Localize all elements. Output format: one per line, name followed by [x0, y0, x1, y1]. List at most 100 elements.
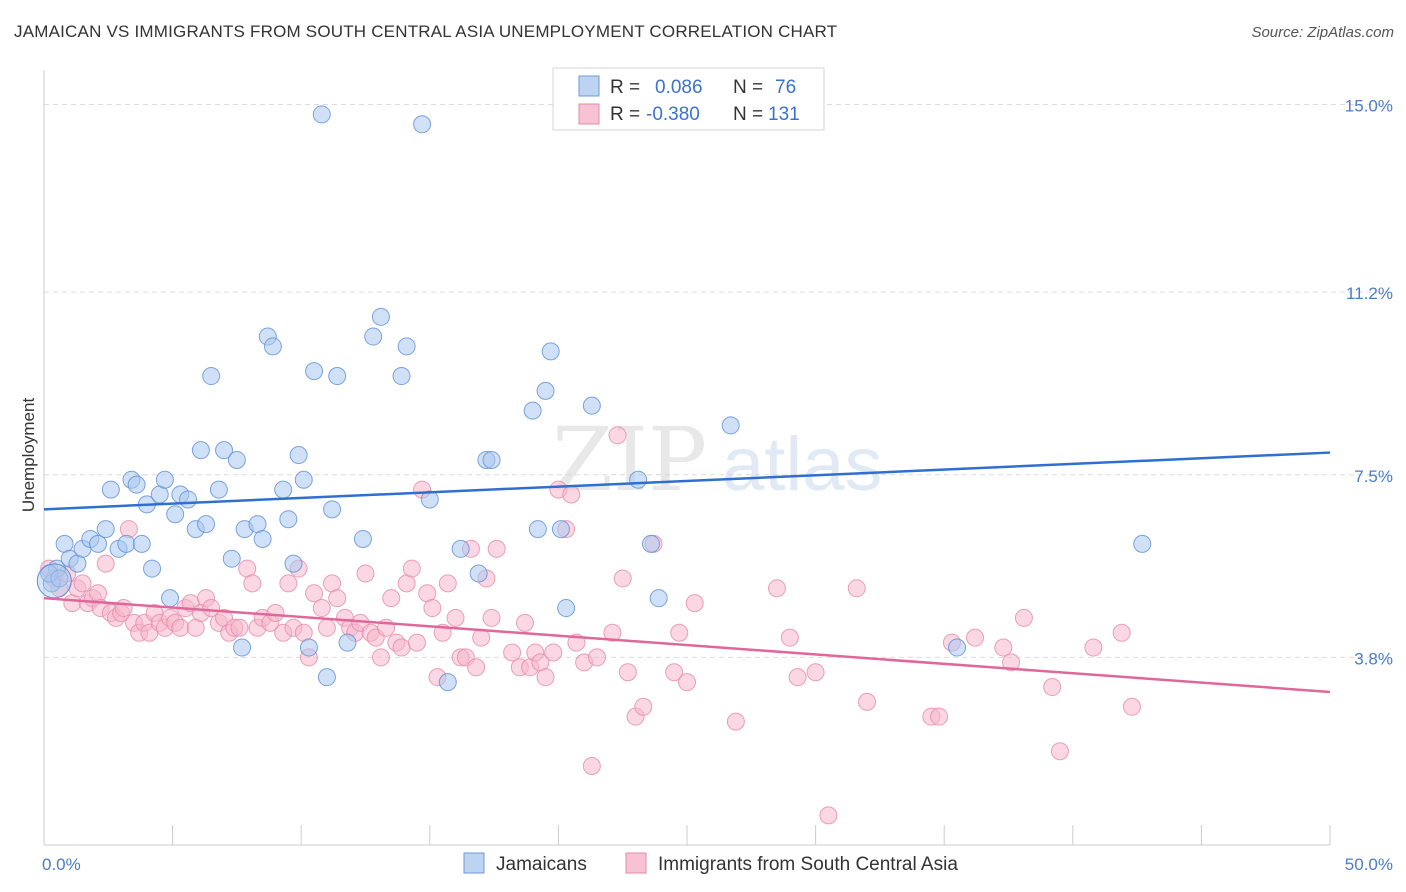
series-legend: Jamaicans Immigrants from South Central … — [463, 852, 958, 875]
data-point-immigrants — [1043, 678, 1062, 697]
svg-text:atlas: atlas — [722, 422, 883, 507]
data-point-immigrants — [1084, 638, 1103, 657]
data-point-immigrants — [768, 579, 787, 598]
data-point-immigrants — [544, 643, 563, 662]
data-point-jamaicans — [338, 633, 357, 652]
data-point-jamaicans — [528, 520, 547, 539]
data-point-jamaicans — [263, 337, 282, 356]
data-point-jamaicans — [233, 638, 252, 657]
trend-line-immigrants — [43, 596, 1331, 694]
data-point-jamaicans — [523, 401, 542, 420]
data-point-immigrants — [1002, 653, 1021, 672]
data-point-jamaicans — [371, 307, 390, 326]
data-point-jamaicans — [299, 638, 318, 657]
axes — [43, 70, 1331, 846]
data-point-immigrants — [582, 757, 601, 776]
data-point-immigrants — [202, 599, 221, 618]
data-point-jamaicans — [101, 480, 120, 499]
data-point-jamaicans — [948, 638, 967, 657]
data-point-jamaicans — [312, 105, 331, 124]
data-point-immigrants — [665, 663, 684, 682]
data-point-jamaicans — [721, 416, 740, 435]
data-point-immigrants — [402, 559, 421, 578]
data-point-immigrants — [562, 485, 581, 504]
data-point-jamaicans — [127, 475, 146, 494]
data-point-immigrants — [114, 599, 133, 618]
data-point-jamaicans — [155, 470, 174, 489]
data-point-jamaicans — [582, 396, 601, 415]
data-point-immigrants — [73, 574, 92, 593]
data-point-jamaicans — [551, 520, 570, 539]
y-tick-label: 11.2% — [1346, 284, 1393, 303]
data-point-immigrants — [392, 638, 411, 657]
source-label: Source: ZipAtlas.com — [1251, 24, 1394, 41]
data-point-immigrants — [1122, 697, 1141, 716]
data-point-jamaicans — [191, 441, 210, 460]
data-point-immigrants — [603, 623, 622, 642]
data-point-jamaicans — [629, 470, 648, 489]
data-point-immigrants — [119, 520, 138, 539]
data-point-jamaicans — [132, 534, 151, 553]
bottom-legend-immigrants: Immigrants from South Central Asia — [658, 854, 958, 875]
legend-r-value-2: -0.380 — [646, 104, 700, 125]
legend-r-label-2: R = — [610, 104, 640, 125]
data-point-immigrants — [685, 594, 704, 613]
data-point-immigrants — [423, 599, 442, 618]
chart-title: JAMAICAN VS IMMIGRANTS FROM SOUTH CENTRA… — [14, 22, 838, 41]
data-point-immigrants — [503, 643, 522, 662]
data-point-jamaicans — [294, 470, 313, 489]
data-point-immigrants — [171, 618, 190, 637]
data-point-immigrants — [487, 539, 506, 558]
data-point-jamaicans — [536, 381, 555, 400]
bottom-legend-jamaicans: Jamaicans — [496, 854, 587, 875]
data-point-immigrants — [1014, 608, 1033, 627]
data-point-immigrants — [243, 574, 262, 593]
data-point-jamaicans — [284, 554, 303, 573]
data-point-jamaicans — [289, 446, 308, 465]
data-point-jamaicans-cluster — [36, 563, 72, 599]
data-point-immigrants — [1050, 742, 1069, 761]
data-point-jamaicans — [253, 529, 272, 548]
data-point-immigrants — [1112, 623, 1131, 642]
trend-line-jamaicans — [43, 451, 1331, 511]
data-point-immigrants — [266, 603, 285, 622]
data-point-jamaicans — [353, 529, 372, 548]
trend-lines — [43, 451, 1331, 694]
data-point-jamaicans — [469, 564, 488, 583]
x-tick-label: 0.0% — [42, 855, 81, 874]
data-point-jamaicans — [179, 490, 198, 509]
data-point-jamaicans — [482, 450, 501, 469]
y-tick-label: 3.8% — [1354, 649, 1393, 668]
data-point-jamaicans — [197, 515, 216, 534]
data-point-immigrants — [279, 574, 298, 593]
data-point-immigrants — [678, 673, 696, 692]
y-tick-label: 15.0% — [1345, 97, 1393, 116]
data-point-jamaicans — [413, 115, 432, 134]
correlation-legend: R = 0.086 N = 76 R = -0.380 N = 131 — [552, 67, 825, 131]
watermark: ZIP atlas — [552, 408, 883, 511]
data-point-jamaicans — [420, 490, 439, 509]
data-point-jamaicans — [649, 589, 668, 608]
legend-swatch-immigrants — [578, 103, 600, 125]
y-axis-title: Unemployment — [19, 398, 38, 513]
data-point-immigrants — [819, 806, 838, 825]
data-point-immigrants — [930, 707, 949, 726]
data-point-immigrants — [847, 579, 866, 598]
legend-n-label-2: N = — [733, 104, 763, 125]
data-point-immigrants — [858, 692, 877, 711]
data-point-immigrants — [482, 608, 501, 627]
data-point-immigrants — [726, 712, 745, 731]
data-point-immigrants — [994, 638, 1013, 657]
x-tick-labels: 0.0% 50.0% — [42, 855, 1393, 874]
data-point-jamaicans — [215, 441, 234, 460]
data-point-jamaicans — [202, 367, 221, 386]
data-point-jamaicans — [641, 534, 660, 553]
legend-n-value-1: 76 — [775, 77, 796, 98]
legend-r-value-1: 0.086 — [655, 77, 703, 98]
x-tick-label: 50.0% — [1345, 855, 1393, 874]
data-point-immigrants — [788, 668, 807, 687]
data-point-immigrants — [438, 574, 457, 593]
data-point-jamaicans — [166, 505, 185, 524]
bottom-swatch-jamaicans — [463, 852, 485, 874]
